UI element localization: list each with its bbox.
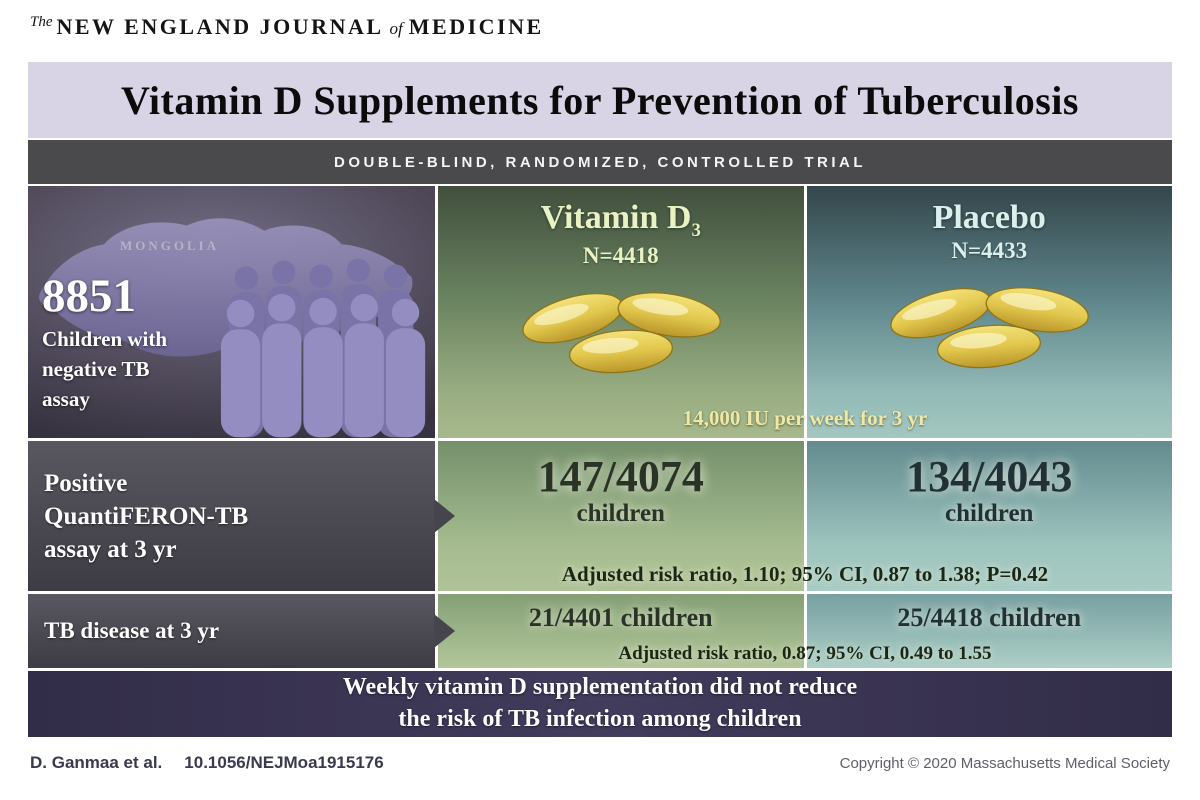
infographic-board: Vitamin D Supplements for Prevention of …	[28, 62, 1172, 737]
outcome-values-tb-disease: 21/4401 children 25/4418 children Adjust…	[438, 594, 1172, 668]
arm-n-placebo: N=4433	[951, 238, 1028, 263]
enrollment-description: Children with negative TB assay	[42, 327, 168, 411]
footer-citation: D. Ganmaa et al. 10.1056/NEJMoa1915176	[30, 753, 384, 773]
arm-panel-placebo: Placebo N=4433	[806, 186, 1172, 438]
outcome-placebo-tb-disease: 25/4418 children	[806, 594, 1172, 668]
masthead-medicine: MEDICINE	[408, 14, 544, 39]
footer-copyright: Copyright © 2020 Massachusetts Medical S…	[839, 755, 1170, 772]
arm-title-placebo: Placebo	[932, 199, 1046, 236]
conclusion-banner: Weekly vitamin D supplementation did not…	[28, 671, 1172, 737]
enrollment-panel: MONGOLIA 8851 Children with negative TB …	[28, 186, 435, 438]
arm-subscript-vitamin-d: 3	[691, 219, 701, 241]
arm-title-vitamin-d: Vitamin D3	[438, 199, 804, 242]
outcome-vitamin-d-quantiferon: 147/4074 children	[438, 441, 804, 591]
dose-note: 14,000 IU per week for 3 yr	[682, 406, 928, 430]
outcome-label-tb-disease: TB disease at 3 yr	[44, 617, 220, 643]
masthead-of: of	[389, 19, 403, 38]
outcome-unit-placebo: children	[945, 500, 1034, 528]
arm-n-vitamin-d: N=4418	[582, 242, 659, 268]
outcome-row-quantiferon: Positive QuantiFERON-TB assay at 3 yr 14…	[28, 441, 1172, 591]
outcome-value-vitamin-d: 147/4074	[537, 452, 704, 501]
pills-icon	[890, 287, 1090, 369]
stats-line-tb-disease: Adjusted risk ratio, 0.87; 95% CI, 0.49 …	[618, 643, 992, 664]
footer-doi: 10.1056/NEJMoa1915176	[184, 753, 384, 772]
footer-authors: D. Ganmaa et al.	[30, 753, 163, 772]
masthead-journal: NEW ENGLAND JOURNAL	[56, 14, 384, 39]
outcome-placebo-quantiferon: 134/4043 children	[806, 441, 1172, 591]
conclusion-line-1: Weekly vitamin D supplementation did not…	[342, 674, 858, 701]
mongolia-label: MONGOLIA	[120, 238, 220, 253]
outcome-row-tb-disease: TB disease at 3 yr 21/4401 children 25/4…	[28, 594, 1172, 668]
outcome-label-panel-quantiferon: Positive QuantiFERON-TB assay at 3 yr	[28, 441, 455, 591]
outcome-values-quantiferon: 147/4074 children 134/4043 children Adju…	[438, 441, 1172, 591]
trial-type-banner: DOUBLE-BLIND, RANDOMIZED, CONTROLLED TRI…	[28, 140, 1172, 184]
enrollment-text: 8851 Children with negative TB assay	[42, 270, 192, 415]
outcome-unit-vitamin-d: children	[576, 500, 665, 528]
nejm-masthead: The NEW ENGLAND JOURNAL of MEDICINE	[30, 14, 544, 40]
chevron-right-icon	[434, 499, 455, 533]
arms-panels: Vitamin D3 N=4418	[438, 186, 1172, 438]
footer: D. Ganmaa et al. 10.1056/NEJMoa1915176 Co…	[30, 753, 1170, 773]
arm-name-vitamin-d: Vitamin D	[540, 199, 692, 236]
enrollment-count: 8851	[42, 270, 136, 322]
outcome-vitamin-d-tb-disease: 21/4401 children	[438, 594, 804, 668]
arm-panel-vitamin-d: Vitamin D3 N=4418	[438, 186, 804, 438]
outcome-value-placebo: 25/4418 children	[897, 603, 1082, 632]
outcome-label-panel-tb-disease: TB disease at 3 yr	[28, 594, 455, 668]
pills-icon	[522, 292, 721, 374]
page-title: Vitamin D Supplements for Prevention of …	[121, 77, 1079, 123]
conclusion-line-2: the risk of TB infection among children	[398, 706, 802, 732]
crowd-icon	[220, 258, 426, 438]
stats-line-quantiferon: Adjusted risk ratio, 1.10; 95% CI, 0.87 …	[561, 562, 1049, 586]
masthead-the: The	[30, 14, 53, 30]
outcome-value-vitamin-d: 21/4401 children	[528, 603, 713, 632]
chevron-right-icon	[434, 614, 455, 648]
outcome-value-placebo: 134/4043	[906, 452, 1073, 501]
outcome-label-quantiferon: Positive QuantiFERON-TB assay at 3 yr	[44, 469, 249, 563]
title-band: Vitamin D Supplements for Prevention of …	[28, 62, 1172, 138]
enrollment-and-arms-row: MONGOLIA 8851 Children with negative TB …	[28, 186, 1172, 438]
